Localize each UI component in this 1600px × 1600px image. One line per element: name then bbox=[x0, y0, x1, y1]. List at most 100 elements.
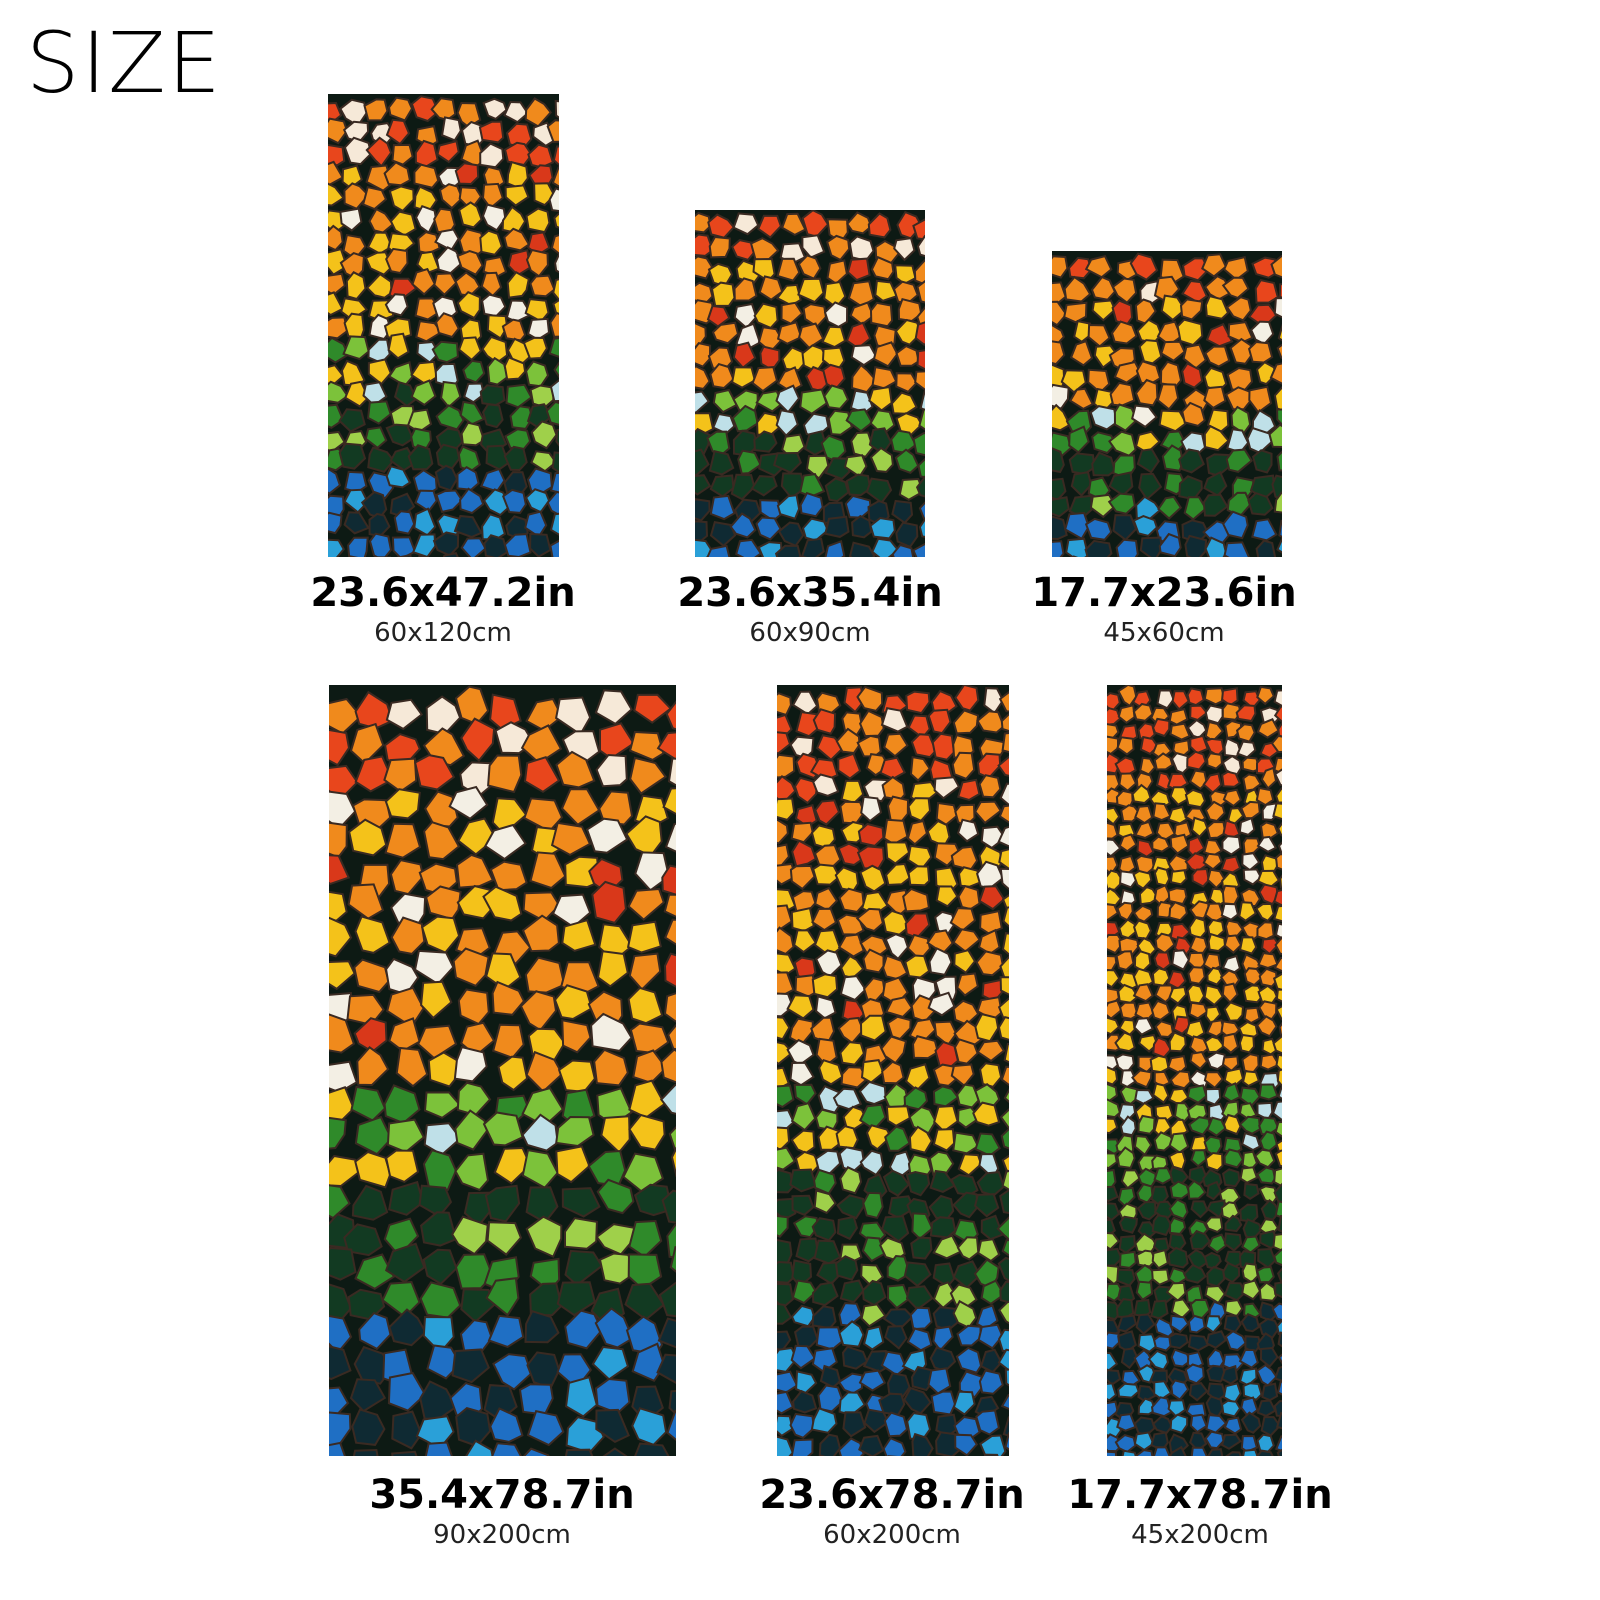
mosaic-tile bbox=[1139, 536, 1163, 557]
mosaic-tile bbox=[1202, 493, 1229, 517]
mosaic-tile bbox=[983, 1453, 999, 1456]
mosaic-tile bbox=[977, 1238, 1001, 1263]
mosaic-tile bbox=[979, 910, 1003, 935]
mosaic-tile bbox=[709, 474, 735, 498]
mosaic-tile bbox=[957, 778, 981, 801]
mosaic-tile bbox=[708, 235, 731, 259]
mosaic-tile bbox=[695, 390, 711, 415]
mosaic-tile bbox=[1169, 869, 1188, 886]
mosaic-tile bbox=[432, 531, 460, 557]
mosaic-tile bbox=[1277, 323, 1282, 342]
mosaic-tile bbox=[835, 1124, 859, 1150]
mosaic-tile bbox=[883, 818, 909, 846]
mosaic-tile bbox=[999, 1189, 1009, 1215]
mosaic-tile bbox=[1178, 475, 1203, 501]
mosaic-tile bbox=[932, 1234, 962, 1260]
mosaic-tile bbox=[550, 234, 559, 255]
mosaic-tile bbox=[932, 1281, 959, 1310]
mosaic-tile bbox=[974, 1012, 1000, 1043]
mosaic-tile bbox=[859, 1014, 887, 1042]
mosaic-tile bbox=[1223, 1314, 1242, 1334]
mosaic-tile bbox=[460, 717, 496, 763]
mosaic-tile bbox=[732, 212, 760, 236]
mosaic-tile bbox=[669, 1246, 676, 1273]
mosaic-tile bbox=[591, 880, 627, 924]
mosaic-tile bbox=[1222, 819, 1241, 840]
mosaic-tile bbox=[1131, 1069, 1153, 1089]
mosaic-tile bbox=[914, 321, 925, 347]
mosaic-tile bbox=[916, 280, 925, 304]
mosaic-tile bbox=[1186, 687, 1205, 707]
mosaic-tile bbox=[832, 1087, 863, 1111]
mosaic-tile bbox=[524, 956, 566, 994]
mosaic-tile bbox=[482, 403, 504, 429]
mosaic-tile bbox=[527, 143, 555, 169]
mosaic-tile bbox=[1052, 300, 1068, 327]
mosaic-tile bbox=[1271, 1302, 1282, 1322]
mosaic-tile bbox=[1221, 687, 1239, 707]
mosaic-tile bbox=[1273, 1182, 1282, 1204]
mosaic-tile bbox=[1107, 1231, 1121, 1251]
mosaic-tile bbox=[1276, 343, 1282, 360]
mosaic-tile bbox=[1220, 1364, 1239, 1385]
mosaic-tile bbox=[1004, 1368, 1009, 1387]
mosaic-tile bbox=[903, 1261, 932, 1288]
mosaic-tile bbox=[1206, 966, 1224, 986]
mosaic-tile bbox=[329, 1013, 356, 1054]
mosaic-tile bbox=[1154, 932, 1176, 955]
mosaic-tile bbox=[836, 1194, 865, 1220]
mosaic-tile bbox=[791, 690, 819, 716]
mosaic-tile bbox=[1182, 343, 1208, 370]
mosaic-tile bbox=[928, 947, 953, 976]
mosaic-tile bbox=[1181, 401, 1206, 427]
size-cm: 60x120cm bbox=[374, 618, 512, 648]
mosaic-tile bbox=[363, 98, 389, 122]
mosaic-tile bbox=[593, 1048, 629, 1087]
mosaic-tile bbox=[918, 408, 925, 431]
mosaic-tile bbox=[1189, 704, 1209, 722]
mosaic-tile bbox=[916, 234, 925, 258]
size-label: 23.6x78.7in 60x200cm bbox=[692, 1472, 1092, 1552]
mosaic-tile bbox=[481, 182, 504, 210]
mosaic-tile bbox=[1278, 519, 1282, 539]
mosaic-tile bbox=[755, 390, 784, 413]
mosaic-tile bbox=[1120, 1169, 1142, 1190]
mosaic-tile bbox=[1255, 1015, 1278, 1038]
mosaic-tile bbox=[775, 384, 801, 414]
mosaic-tile bbox=[1052, 255, 1069, 279]
mosaic-tile bbox=[1204, 295, 1230, 320]
mosaic-tile bbox=[906, 819, 929, 846]
mosaic-tile bbox=[627, 986, 664, 1025]
mosaic-tile bbox=[1277, 841, 1282, 856]
mosaic-pattern bbox=[777, 685, 1009, 1456]
mosaic-tile bbox=[898, 477, 925, 501]
mosaic-tile bbox=[345, 271, 367, 301]
mosaic-tile bbox=[917, 457, 925, 479]
mosaic-tile bbox=[751, 366, 779, 393]
mosaic-tile bbox=[561, 1187, 601, 1218]
mosaic-tile bbox=[837, 933, 865, 958]
mosaic-tile bbox=[328, 117, 349, 145]
mosaic-tile bbox=[1132, 869, 1153, 890]
mosaic-tile bbox=[1206, 752, 1224, 770]
mosaic-tile bbox=[907, 865, 931, 887]
mosaic-tile bbox=[1241, 1150, 1259, 1171]
mosaic-tile bbox=[433, 272, 458, 297]
mosaic-tile bbox=[661, 864, 676, 896]
mosaic-tile bbox=[524, 488, 551, 514]
mosaic-tile bbox=[777, 992, 795, 1018]
mosaic-tile bbox=[365, 272, 393, 299]
mosaic-tile bbox=[627, 887, 665, 921]
size-cm: 60x200cm bbox=[823, 1520, 961, 1550]
mosaic-tile bbox=[840, 954, 865, 980]
mosaic-tile bbox=[1183, 1263, 1207, 1284]
mosaic-tile bbox=[1117, 704, 1136, 725]
mosaic-tile bbox=[695, 498, 711, 522]
product-preview-45x200 bbox=[1107, 685, 1282, 1456]
mosaic-tile bbox=[560, 788, 601, 826]
mosaic-tile bbox=[881, 1060, 905, 1085]
mosaic-tile bbox=[478, 120, 505, 144]
mosaic-tile bbox=[980, 825, 1007, 850]
mosaic-tile bbox=[329, 1441, 346, 1456]
mosaic-tile bbox=[416, 1024, 458, 1060]
